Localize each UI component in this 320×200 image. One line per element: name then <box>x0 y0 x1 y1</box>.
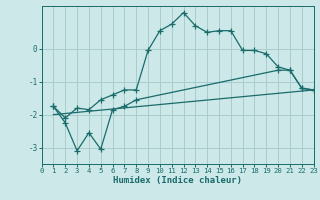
X-axis label: Humidex (Indice chaleur): Humidex (Indice chaleur) <box>113 176 242 185</box>
